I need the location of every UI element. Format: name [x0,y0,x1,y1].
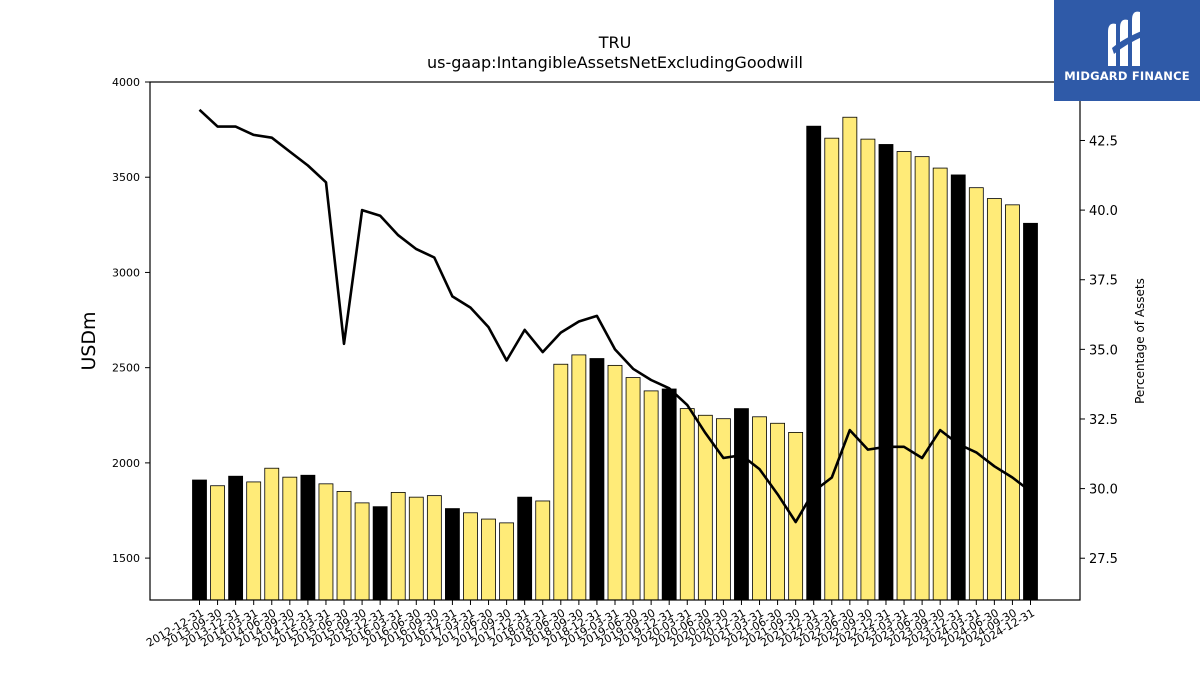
line-series [198,108,1032,524]
bar [445,508,460,601]
x-axis: 2012-12-312013-09-302013-12-312014-03-31… [144,600,1037,650]
y-left-tick-label: 2500 [112,362,140,375]
bar [842,116,858,601]
bar [499,522,515,601]
left-axis: 1500 2000 2500 3000 3500 4000 [112,76,150,565]
series-line [198,108,1032,524]
y-left-tick-label: 3000 [112,266,140,279]
bar [1005,204,1020,601]
bar [589,358,605,601]
bar [390,492,406,601]
bar [408,496,424,601]
bar [481,518,496,601]
bar [282,476,298,601]
bar [914,156,930,601]
bar [228,475,244,601]
bar [607,364,623,601]
bar [517,496,533,601]
bar [932,167,948,601]
y-axis-right-label: Percentage of Assets [1133,278,1147,404]
midgard-logo-icon [1108,11,1144,66]
y-right-tick-label: 42.5 [1089,134,1118,149]
bar [372,506,388,601]
brand-name: MIDGARD FINANCE [1064,69,1190,83]
bar [878,144,894,601]
bar [264,467,280,601]
bar [571,354,587,601]
y-right-tick-label: 35.0 [1089,343,1118,358]
y-right-tick-label: 37.5 [1089,274,1118,289]
y-left-tick-label: 3500 [112,171,140,184]
bar [643,390,659,601]
brand-logo: MIDGARD FINANCE [1054,0,1200,101]
bar [535,500,551,601]
bar [192,479,207,601]
chart-subtitle: us-gaap:IntangibleAssetsNetExcludingGood… [427,53,803,72]
bar [715,418,731,601]
bar [896,151,912,601]
bar [318,483,334,601]
y-left-tick-label: 4000 [112,76,140,89]
bar [770,422,785,601]
bar [860,138,876,601]
bar [697,414,713,601]
bar [734,408,749,601]
bar [463,512,478,601]
y-axis-left-label: USDm [78,311,100,370]
bar [300,474,316,601]
bar [553,363,569,601]
bar [210,485,225,601]
bar [824,137,840,601]
y-left-tick-label: 1500 [112,552,140,565]
bar [986,198,1002,601]
bar [661,388,677,601]
bar [426,495,442,601]
bar [354,502,370,601]
bar [1023,222,1038,601]
bar [246,481,262,601]
y-right-tick-label: 32.5 [1089,413,1118,428]
y-right-tick-label: 40.0 [1089,204,1118,219]
y-right-tick-label: 30.0 [1089,483,1118,498]
bar [625,377,641,601]
y-left-tick-label: 2000 [112,457,140,470]
y-right-tick-label: 27.5 [1089,552,1118,567]
bar [968,187,984,601]
bar [806,125,822,601]
bar-series [192,116,1038,601]
bar [679,408,695,601]
bar [752,416,767,601]
right-axis: 27.5 30.0 32.5 35.0 37.5 40.0 42.5 [1080,134,1118,567]
chart-title: TRU [598,33,632,52]
bar [336,491,352,601]
bar [950,174,966,601]
